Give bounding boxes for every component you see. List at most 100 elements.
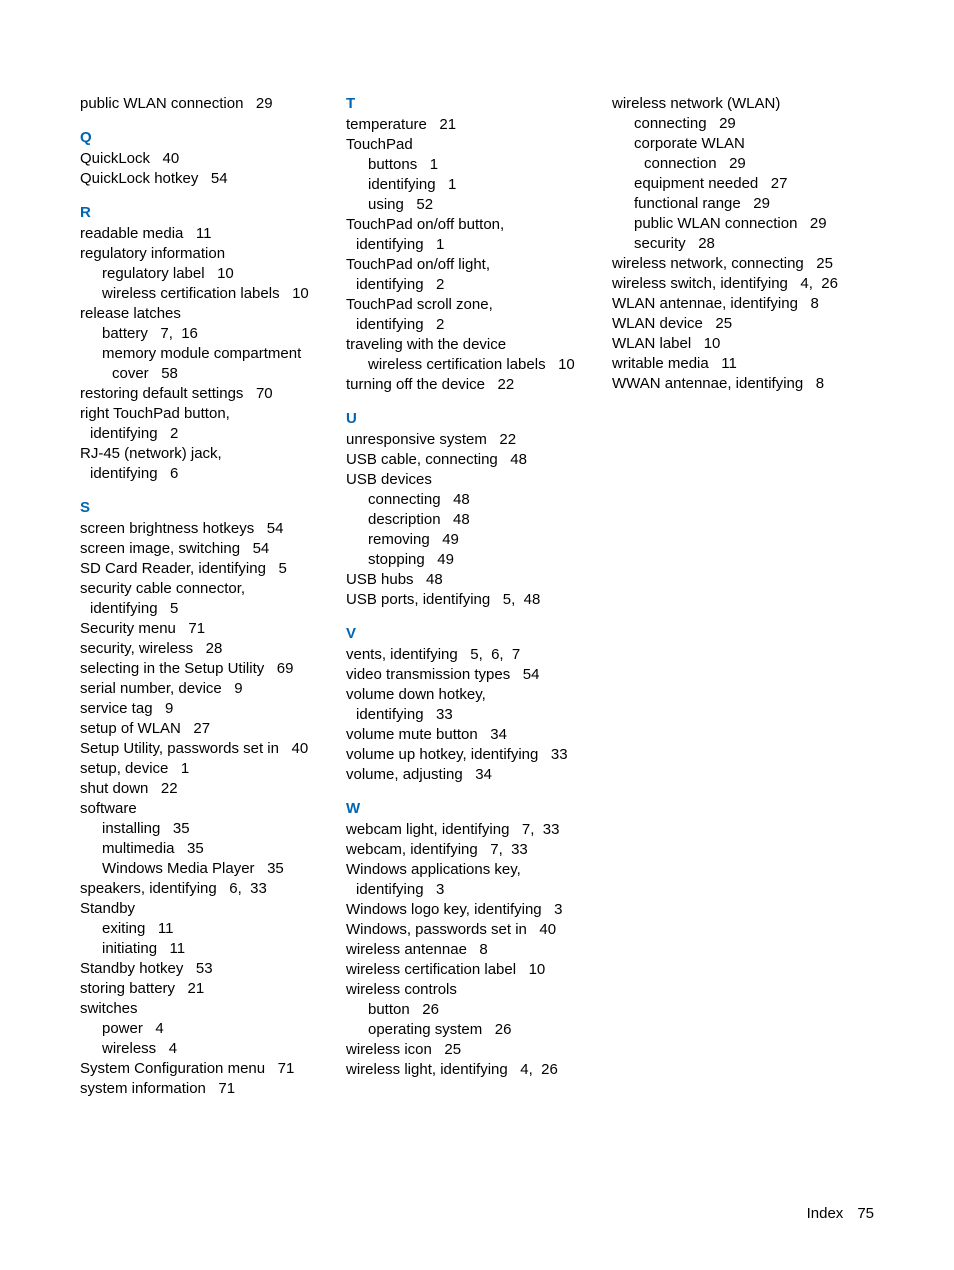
entry-page[interactable]: 26 (410, 1001, 439, 1018)
entry-page[interactable]: 48 (414, 571, 443, 588)
index-entry: wireless 4 (80, 1039, 346, 1059)
entry-page[interactable]: 10 (280, 285, 309, 302)
entry-page[interactable]: 29 (797, 215, 826, 232)
entry-page[interactable]: 69 (264, 660, 293, 677)
entry-text: identifying (90, 600, 158, 617)
entry-page[interactable]: 54 (198, 170, 227, 187)
entry-page[interactable]: 6, 33 (217, 880, 267, 897)
entry-page[interactable]: 8 (467, 941, 488, 958)
entry-text: volume up hotkey, identifying (346, 746, 538, 763)
entry-page[interactable]: 10 (691, 335, 720, 352)
index-entry: identifying 5 (80, 599, 346, 619)
entry-page[interactable]: 29 (243, 95, 272, 112)
entry-page[interactable]: 5 (158, 600, 179, 617)
entry-page[interactable]: 28 (686, 235, 715, 252)
footer-label: Index (807, 1205, 844, 1222)
entry-text: security, wireless (80, 640, 193, 657)
entry-page[interactable]: 53 (183, 960, 212, 977)
index-entry: volume up hotkey, identifying 33 (346, 745, 612, 765)
entry-page[interactable]: 1 (168, 760, 189, 777)
entry-page[interactable]: 27 (181, 720, 210, 737)
entry-page[interactable]: 54 (254, 520, 283, 537)
entry-page[interactable]: 5, 48 (490, 591, 540, 608)
entry-page[interactable]: 26 (482, 1021, 511, 1038)
entry-page[interactable]: 1 (417, 156, 438, 173)
section-letter-q: Q (80, 128, 346, 148)
entry-page[interactable]: 4, 26 (508, 1061, 558, 1078)
entry-page[interactable]: 6 (158, 465, 179, 482)
entry-page[interactable]: 10 (546, 356, 575, 373)
entry-page[interactable]: 2 (158, 425, 179, 442)
entry-page[interactable]: 2 (424, 316, 445, 333)
entry-page[interactable]: 21 (175, 980, 204, 997)
entry-page[interactable]: 48 (441, 491, 470, 508)
entry-page[interactable]: 52 (404, 196, 433, 213)
entry-page[interactable]: 25 (703, 315, 732, 332)
entry-page[interactable]: 7, 33 (509, 821, 559, 838)
entry-page[interactable]: 54 (240, 540, 269, 557)
entry-page[interactable]: 11 (157, 940, 185, 957)
entry-page[interactable]: 49 (425, 551, 454, 568)
entry-page[interactable]: 29 (741, 195, 770, 212)
entry-page[interactable]: 7, 16 (148, 325, 198, 342)
entry-page[interactable]: 34 (478, 726, 507, 743)
index-entry: multimedia 35 (80, 839, 346, 859)
entry-page[interactable]: 4 (143, 1020, 164, 1037)
entry-page[interactable]: 22 (487, 431, 516, 448)
entry-page[interactable]: 71 (176, 620, 205, 637)
entry-page[interactable]: 8 (798, 295, 819, 312)
entry-page[interactable]: 40 (527, 921, 556, 938)
entry-page[interactable]: 35 (160, 820, 189, 837)
entry-page[interactable]: 1 (436, 176, 457, 193)
entry-page[interactable]: 3 (424, 881, 445, 898)
entry-page[interactable]: 4, 26 (788, 275, 838, 292)
entry-page[interactable]: 54 (510, 666, 539, 683)
entry-page[interactable]: 22 (485, 376, 514, 393)
entry-page[interactable]: 11 (183, 225, 211, 242)
entry-page[interactable]: 11 (145, 920, 173, 937)
entry-page[interactable]: 4 (156, 1040, 177, 1057)
entry-page[interactable]: 58 (149, 365, 178, 382)
entry-page[interactable]: 10 (516, 961, 545, 978)
entry-page[interactable]: 7, 33 (478, 841, 528, 858)
entry-page[interactable]: 21 (427, 116, 456, 133)
entry-text: WLAN antennae, identifying (612, 295, 798, 312)
entry-page[interactable]: 35 (255, 860, 284, 877)
entry-page[interactable]: 49 (430, 531, 459, 548)
entry-page[interactable]: 71 (206, 1080, 235, 1097)
entry-page[interactable]: 2 (424, 276, 445, 293)
entry-text: Windows logo key, identifying (346, 901, 542, 918)
entry-page[interactable]: 27 (758, 175, 787, 192)
index-entry: removing 49 (346, 530, 612, 550)
entry-page[interactable]: 3 (542, 901, 563, 918)
entry-page[interactable]: 40 (150, 150, 179, 167)
index-entry: volume down hotkey, (346, 685, 612, 705)
section-letter-v: V (346, 624, 612, 644)
entry-page[interactable]: 48 (441, 511, 470, 528)
entry-page[interactable]: 28 (193, 640, 222, 657)
entry-page[interactable]: 25 (804, 255, 833, 272)
entry-page[interactable]: 10 (205, 265, 234, 282)
entry-page[interactable]: 33 (538, 746, 567, 763)
entry-text: RJ-45 (network) jack, (80, 445, 222, 462)
entry-page[interactable]: 5 (266, 560, 287, 577)
entry-page[interactable]: 25 (432, 1041, 461, 1058)
entry-text: USB cable, connecting (346, 451, 498, 468)
entry-page[interactable]: 33 (424, 706, 453, 723)
entry-page[interactable]: 29 (717, 155, 746, 172)
entry-page[interactable]: 5, 6, 7 (458, 646, 521, 663)
entry-page[interactable]: 35 (175, 840, 204, 857)
entry-page[interactable]: 71 (265, 1060, 294, 1077)
entry-text: vents, identifying (346, 646, 458, 663)
entry-page[interactable]: 22 (148, 780, 177, 797)
entry-page[interactable]: 34 (463, 766, 492, 783)
entry-page[interactable]: 8 (803, 375, 824, 392)
entry-page[interactable]: 1 (424, 236, 445, 253)
entry-page[interactable]: 48 (498, 451, 527, 468)
entry-page[interactable]: 40 (279, 740, 308, 757)
entry-page[interactable]: 9 (153, 700, 174, 717)
entry-page[interactable]: 29 (707, 115, 736, 132)
entry-page[interactable]: 11 (709, 355, 737, 372)
entry-page[interactable]: 9 (222, 680, 243, 697)
entry-page[interactable]: 70 (243, 385, 272, 402)
